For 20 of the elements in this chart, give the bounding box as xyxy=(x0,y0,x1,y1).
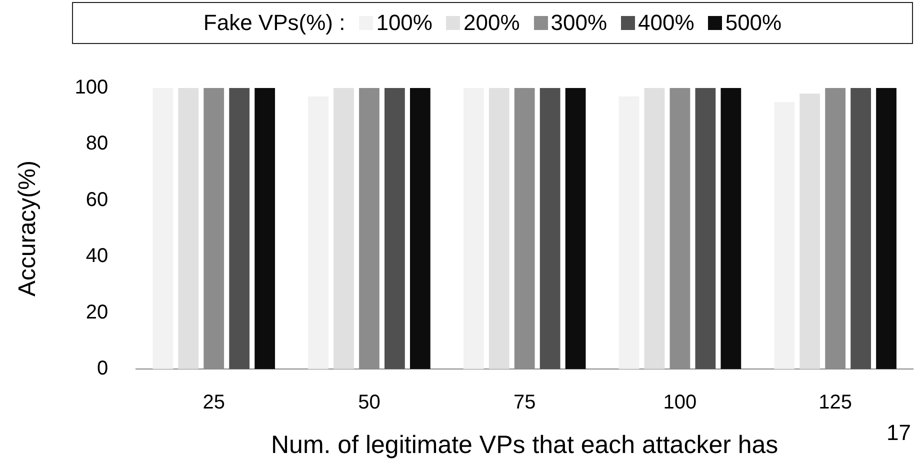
legend-label: 500% xyxy=(725,10,782,36)
x-tick-label: 75 xyxy=(513,392,536,414)
legend-title: Fake VPs(%) : xyxy=(203,10,346,36)
y-tick-label: 40 xyxy=(86,245,108,268)
y-tick-label: 80 xyxy=(86,132,108,155)
x-tick-label: 125 xyxy=(818,392,852,414)
legend-label: 100% xyxy=(376,10,432,36)
text: 17 xyxy=(886,420,911,446)
x-tick-label: 100 xyxy=(663,392,697,414)
x-axis-title: Num. of legitimate VPs that each attacker has xyxy=(270,430,778,459)
y-tick-label: 60 xyxy=(86,188,108,211)
x-tick-label: 50 xyxy=(358,392,380,414)
legend-label: 300% xyxy=(550,10,608,36)
legend-label: 400% xyxy=(638,10,694,36)
y-axis-title: Accuracy(%) xyxy=(14,160,42,297)
legend-label: 200% xyxy=(463,10,520,36)
y-tick-label: 100 xyxy=(74,76,108,99)
x-tick-label: 25 xyxy=(202,392,225,414)
y-tick-label: 0 xyxy=(97,358,108,380)
y-tick-label: 20 xyxy=(86,301,108,324)
